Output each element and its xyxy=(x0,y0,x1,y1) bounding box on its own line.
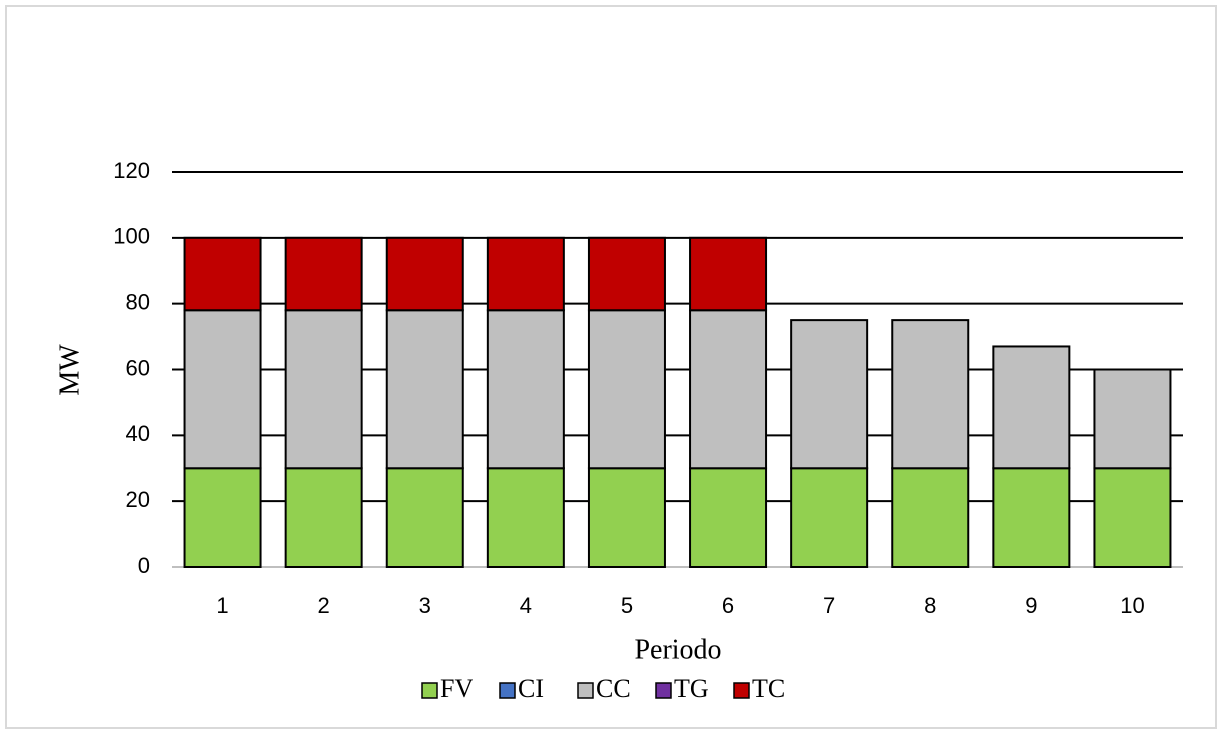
bar-segment xyxy=(689,467,768,568)
legend-swatch xyxy=(655,682,672,699)
legend-label: TG xyxy=(674,674,709,703)
bar-segment xyxy=(790,467,869,568)
x-tick-label: 9 xyxy=(1025,593,1037,618)
bar-segment xyxy=(183,467,262,568)
bar-segment xyxy=(385,467,464,568)
y-tick-label: 120 xyxy=(113,158,150,183)
x-tick-label: 3 xyxy=(419,593,431,618)
bar-segment xyxy=(790,319,869,470)
bar-segment xyxy=(891,467,970,568)
legend-swatch xyxy=(733,682,750,699)
y-tick-label: 0 xyxy=(138,553,150,578)
bar-segment xyxy=(992,345,1071,470)
y-axis-title: MW xyxy=(54,344,85,396)
y-tick-label: 40 xyxy=(126,421,150,446)
y-tick-label: 80 xyxy=(126,289,150,314)
bar-segment xyxy=(587,467,666,568)
legend-label: TC xyxy=(752,674,785,703)
legend-swatch xyxy=(421,682,438,699)
bar-segment xyxy=(385,309,464,470)
y-tick-label: 60 xyxy=(126,355,150,380)
bar-segment xyxy=(486,236,565,312)
y-tick-label: 100 xyxy=(113,224,150,249)
bar-segment xyxy=(587,236,666,312)
x-tick-label: 6 xyxy=(722,593,734,618)
x-tick-label: 5 xyxy=(621,593,633,618)
bar-segment xyxy=(1093,467,1172,568)
bar-segment xyxy=(284,309,363,470)
legend-label: FV xyxy=(440,674,473,703)
bar-segment xyxy=(992,467,1071,568)
legend-label: CI xyxy=(518,674,544,703)
x-tick-label: 10 xyxy=(1120,593,1144,618)
x-tick-label: 1 xyxy=(216,593,228,618)
bar-segment xyxy=(689,309,768,470)
x-tick-label: 2 xyxy=(318,593,330,618)
x-tick-label: 8 xyxy=(924,593,936,618)
x-tick-label: 4 xyxy=(520,593,532,618)
legend-swatch xyxy=(577,682,594,699)
bar-segment xyxy=(1093,368,1172,470)
bar-segment xyxy=(284,236,363,312)
bar-segment xyxy=(385,236,464,312)
bar-segment xyxy=(284,467,363,568)
x-axis-title: Periodo xyxy=(634,634,721,665)
x-tick-label: 7 xyxy=(823,593,835,618)
y-tick-label: 20 xyxy=(126,487,150,512)
legend-swatch xyxy=(499,682,516,699)
bar-segment xyxy=(486,309,565,470)
bar-segment xyxy=(486,467,565,568)
bar-segment xyxy=(587,309,666,470)
bar-segment xyxy=(183,309,262,470)
bar-segment xyxy=(183,236,262,312)
bar-segment xyxy=(689,236,768,312)
legend-label: CC xyxy=(596,674,631,703)
bar-segment xyxy=(891,319,970,470)
